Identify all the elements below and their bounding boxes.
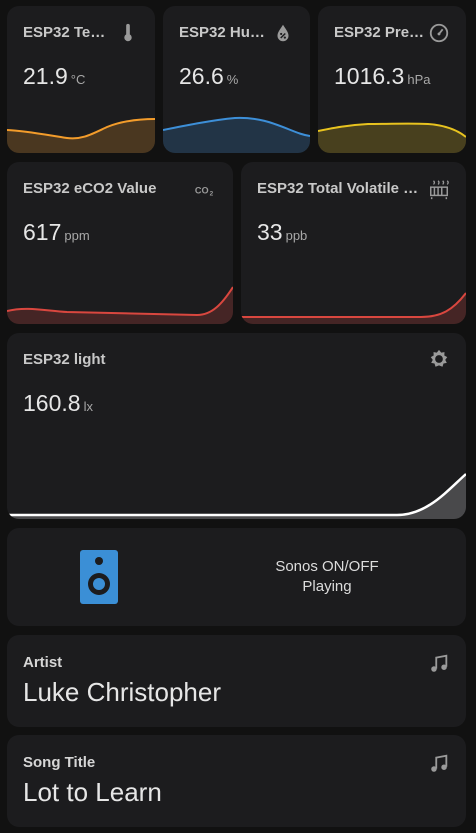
song-value: Lot to Learn [23, 777, 162, 807]
artist-value: Luke Christopher [23, 677, 221, 707]
pressure-card[interactable]: ESP32 Pre… 1016.3 hPa [318, 6, 466, 153]
sensor-name: ESP32 Hu… [179, 24, 265, 41]
sonos-name: Sonos ON/OFF [275, 558, 379, 575]
light-sparkline [7, 473, 466, 519]
water-percent-icon [277, 24, 289, 42]
song-card[interactable]: Song Title Lot to Learn [7, 735, 466, 827]
artist-card[interactable]: Artist Luke Christopher [7, 635, 466, 727]
eco2-card[interactable]: ESP32 eCO2 Value CO 2 617 ppm [7, 162, 233, 324]
sensor-value: 160.8 lx [23, 390, 93, 416]
svg-text:CO: CO [195, 186, 209, 196]
tvoc-card[interactable]: ESP32 Total Volatile … 33 ppb [241, 162, 466, 324]
radiator-icon [430, 180, 449, 200]
gauge-icon [429, 23, 449, 43]
svg-text:2: 2 [210, 190, 214, 197]
sensor-value: 1016.3 hPa [334, 63, 431, 89]
light-card[interactable]: ESP32 light 160.8 lx [7, 333, 466, 519]
humidity-sparkline [163, 116, 310, 153]
sensor-value: 21.9 °C [23, 63, 86, 89]
temperature-card[interactable]: ESP32 Te… 21.9 °C [7, 6, 155, 153]
pressure-sparkline [318, 122, 466, 153]
sonos-card[interactable]: Sonos ON/OFF Playing [7, 528, 466, 626]
eco2-sparkline [7, 286, 233, 324]
sensor-name: ESP32 Te… [23, 24, 106, 41]
brightness-icon [430, 349, 448, 367]
speaker-icon[interactable] [79, 549, 119, 605]
sensor-name: ESP32 Pre… [334, 24, 425, 41]
sensor-value: 617 ppm [23, 219, 90, 245]
sensor-value: 26.6% [179, 63, 239, 89]
sonos-status: Sonos ON/OFF Playing [227, 557, 427, 597]
artist-label: Artist [23, 654, 63, 671]
sensor-name: ESP32 Total Volatile … [257, 180, 419, 197]
sensor-name: ESP32 eCO2 Value [23, 180, 157, 197]
music-note-icon [431, 654, 448, 672]
humidity-card[interactable]: ESP32 Hu… 26.6% [163, 6, 310, 153]
temperature-sparkline [7, 118, 155, 153]
song-label: Song Title [23, 754, 96, 771]
co2-icon: CO 2 [195, 186, 214, 198]
thermometer-icon [124, 23, 132, 42]
sensor-name: ESP32 light [23, 351, 106, 368]
sonos-state: Playing [302, 578, 352, 595]
tvoc-sparkline [241, 292, 466, 324]
sensor-value: 33 ppb [257, 219, 308, 245]
music-note-icon [431, 754, 448, 772]
